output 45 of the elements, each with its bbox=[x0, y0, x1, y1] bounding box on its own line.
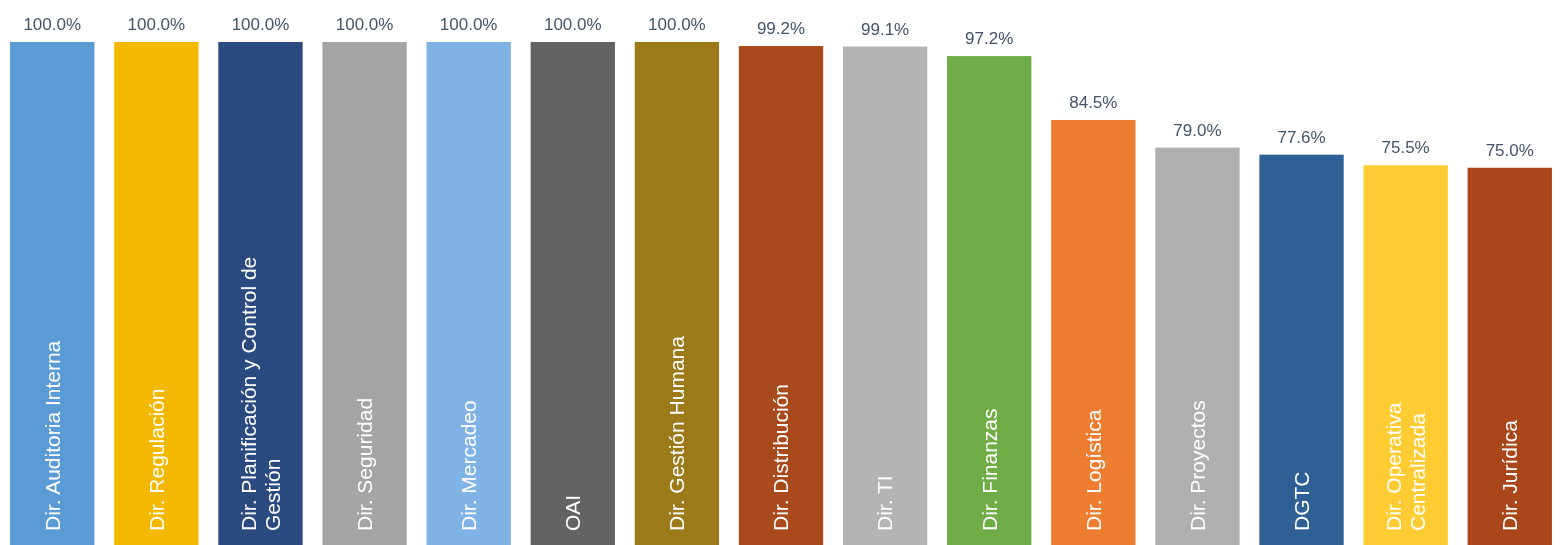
bar bbox=[1363, 165, 1448, 545]
data-label: 79.0% bbox=[1173, 120, 1222, 140]
x-tick-label: Dir. Regulación bbox=[144, 388, 168, 531]
data-label: 99.1% bbox=[861, 19, 910, 39]
x-tick-label: Dir. Gestión Humana bbox=[665, 335, 689, 531]
bar bbox=[114, 42, 199, 545]
data-label: 97.2% bbox=[965, 29, 1014, 49]
bar bbox=[947, 56, 1032, 545]
x-tick-label: Dir. TI bbox=[873, 475, 897, 531]
x-tick-label: Dir. Operativa Centralizada bbox=[1382, 402, 1429, 531]
bar bbox=[218, 42, 303, 545]
x-tick-label: Dir. Distribución bbox=[769, 383, 793, 531]
x-tick-label: Dir. Finanzas bbox=[977, 408, 1001, 531]
x-tick-label: OAI bbox=[561, 494, 585, 531]
x-tick-label: Dir. Planificación y Control de Gestión bbox=[236, 256, 284, 531]
x-tick-label: DGTC bbox=[1289, 471, 1313, 531]
bar bbox=[1259, 154, 1344, 545]
x-tick-label: Dir. Mercadeo bbox=[457, 400, 481, 531]
data-label: 100.0% bbox=[335, 15, 394, 34]
data-label: 100.0% bbox=[127, 15, 186, 34]
bar bbox=[1467, 167, 1552, 545]
bar bbox=[530, 42, 615, 545]
x-tick-label: Dir. Logística bbox=[1081, 409, 1105, 531]
data-label: 100.0% bbox=[231, 15, 290, 34]
data-label: 100.0% bbox=[648, 15, 706, 34]
bar bbox=[1051, 119, 1136, 545]
data-label: 99.2% bbox=[756, 19, 806, 39]
bar bbox=[426, 42, 511, 545]
x-tick-label: Dir. Proyectos bbox=[1185, 400, 1209, 531]
bar bbox=[322, 42, 407, 545]
bar bbox=[738, 46, 824, 545]
bar bbox=[842, 46, 928, 545]
data-label: 77.6% bbox=[1277, 127, 1326, 147]
bar bbox=[10, 42, 95, 545]
data-label: 100.0% bbox=[543, 15, 602, 34]
x-tick-label: Dir. Jurídica bbox=[1498, 419, 1522, 531]
bar bbox=[1155, 147, 1240, 545]
data-label: 84.5% bbox=[1069, 92, 1118, 112]
bar bbox=[634, 42, 720, 545]
x-tick-label: Dir. Seguridad bbox=[352, 397, 376, 531]
data-label: 100.0% bbox=[439, 15, 498, 34]
x-tick-label: Dir. Auditoria Interna bbox=[40, 340, 64, 531]
data-label: 100.0% bbox=[23, 15, 82, 34]
data-label: 75.5% bbox=[1381, 138, 1430, 158]
data-label: 75.0% bbox=[1485, 140, 1534, 160]
